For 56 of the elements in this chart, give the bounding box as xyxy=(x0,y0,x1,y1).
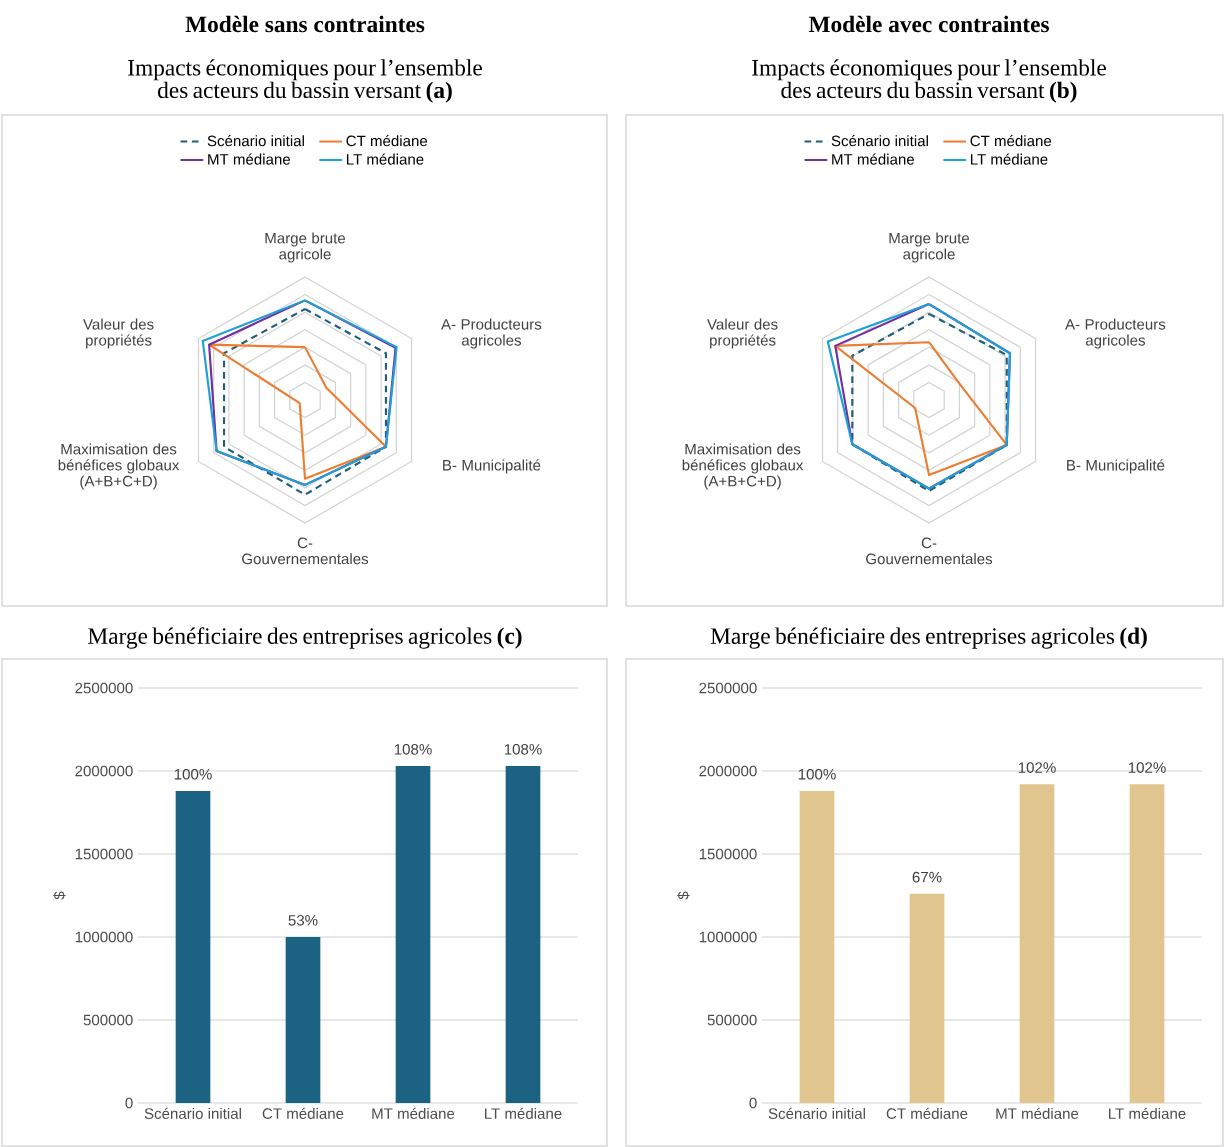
spoke-label: B- Municipalité xyxy=(1067,459,1165,474)
spoke-label: Marge brute agricole xyxy=(265,232,346,263)
y-tick-label: 1000000 xyxy=(75,931,133,943)
chart-subtitle: Modèle avec contraintes xyxy=(808,15,1049,33)
spoke-label: Maximisation des bénéfices globaux (A+B+C+D) xyxy=(58,443,180,490)
legend-label: Scénario initial xyxy=(207,135,304,147)
annotation: 102% xyxy=(1128,762,1166,773)
x-tick-label: Scénario initial xyxy=(768,1107,865,1119)
legend-label: LT médiane xyxy=(970,153,1048,165)
legend-label: MT médiane xyxy=(832,153,915,165)
legend-label: CT médiane xyxy=(970,135,1052,147)
y-axis-title: $ xyxy=(53,891,66,900)
y-tick-label: 500000 xyxy=(83,1014,133,1026)
chart-title: Impacts économiques pour l’ensemble des acteurs du bassin versant (b) xyxy=(752,59,1106,103)
annotation: 100% xyxy=(174,768,212,780)
spoke-label: B- Municipalité xyxy=(443,459,541,474)
chart-title: Marge bénéficiaire des entreprises agricoles (d) xyxy=(710,627,1147,649)
y-tick-label: 0 xyxy=(749,1097,757,1109)
x-tick-label: CT médiane xyxy=(262,1107,344,1119)
annotation: 100% xyxy=(798,768,836,780)
x-tick-label: Scénario initial xyxy=(144,1107,241,1119)
y-tick-label: 2000000 xyxy=(699,765,757,777)
y-tick-label: 2500000 xyxy=(75,682,133,694)
spoke-label: C- Gouvernementales xyxy=(242,537,369,565)
x-tick-label: LT médiane xyxy=(1109,1107,1186,1119)
x-tick-label: MT médiane xyxy=(372,1107,455,1119)
y-tick-label: 1000000 xyxy=(699,931,757,943)
legend-label: CT médiane xyxy=(346,135,428,147)
legend-label: Scénario initial xyxy=(831,135,928,147)
chart-subtitle: Modèle sans contraintes xyxy=(185,15,425,33)
y-tick-label: 2500000 xyxy=(699,682,757,694)
chart-title: Marge bénéficiaire des entreprises agricoles (c) xyxy=(88,627,522,649)
spoke-label: A- Producteurs agricoles xyxy=(441,318,542,349)
y-axis-title: $ xyxy=(677,891,690,900)
x-tick-label: LT médiane xyxy=(485,1107,562,1119)
spoke-label: Valeur des propriétés xyxy=(83,318,154,349)
chart-title: Impacts économiques pour l’ensemble des acteurs du bassin versant (a) xyxy=(128,59,482,103)
legend-label: LT médiane xyxy=(346,153,424,165)
spoke-label: Maximisation des bénéfices globaux (A+B+C+D) xyxy=(682,443,804,490)
y-tick-label: 1500000 xyxy=(699,848,757,860)
annotation: 108% xyxy=(394,743,432,755)
spoke-label: C- Gouvernementales xyxy=(866,537,993,565)
spoke-label: Marge brute agricole xyxy=(889,232,970,263)
annotation: 67% xyxy=(912,871,942,883)
y-tick-label: 0 xyxy=(125,1097,133,1109)
x-tick-label: MT médiane xyxy=(996,1107,1079,1119)
y-tick-label: 1500000 xyxy=(75,848,133,860)
annotation: 53% xyxy=(288,914,318,926)
legend-label: MT médiane xyxy=(208,153,290,165)
y-tick-label: 500000 xyxy=(707,1014,757,1026)
annotation: 102% xyxy=(1018,762,1056,773)
spoke-label: Valeur des propriétés xyxy=(707,318,778,349)
x-tick-label: CT médiane xyxy=(886,1107,968,1119)
spoke-label: A- Producteurs agricoles xyxy=(1065,318,1166,349)
annotation: 108% xyxy=(504,743,542,755)
y-tick-label: 2000000 xyxy=(75,765,133,777)
